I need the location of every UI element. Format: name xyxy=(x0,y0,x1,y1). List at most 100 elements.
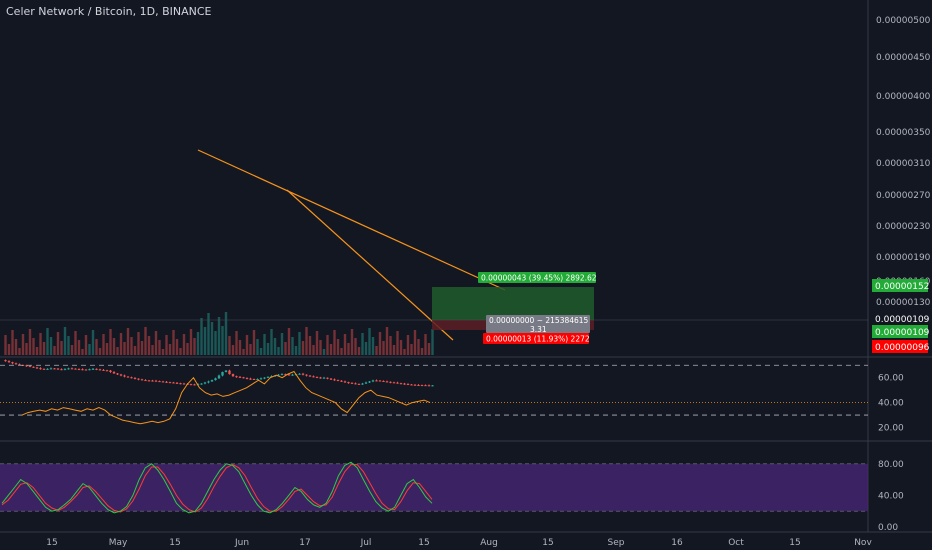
candle-body xyxy=(336,380,340,382)
candle-body xyxy=(56,368,60,370)
price-label-entry: 0.00000109 xyxy=(875,328,930,338)
volume-bar xyxy=(333,330,336,355)
volume-bar xyxy=(172,330,175,355)
volume-bar xyxy=(161,349,165,355)
time-tick-label: 17 xyxy=(299,538,310,548)
price-tick-label: 0.00000350 xyxy=(876,128,931,138)
volume-bar xyxy=(11,330,14,355)
volume-bar xyxy=(126,328,130,355)
price-label-stop-bg xyxy=(872,340,928,353)
candle-body xyxy=(371,380,375,382)
candle-body xyxy=(364,382,368,384)
volume-bar xyxy=(259,348,263,355)
candle-body xyxy=(112,372,116,374)
candle-body xyxy=(284,374,287,376)
candle-body xyxy=(413,384,417,386)
candle-body xyxy=(105,370,109,372)
candle-body xyxy=(266,376,270,378)
candle-body xyxy=(424,385,427,387)
time-tick-label: Nov xyxy=(854,538,872,548)
volume-bar xyxy=(60,341,63,355)
stoch-tick-label: 0.00 xyxy=(878,523,898,533)
candle-body xyxy=(158,381,161,383)
candle-body xyxy=(116,373,119,375)
volume-bar xyxy=(123,342,126,355)
volume-bar xyxy=(375,346,378,355)
candle-body xyxy=(252,379,256,380)
candle-body xyxy=(133,377,137,379)
candle-body xyxy=(319,377,322,379)
candle-body xyxy=(410,384,413,386)
rsi-line xyxy=(21,370,431,425)
candle-body xyxy=(396,382,399,384)
volume-bar xyxy=(25,343,28,355)
volume-bar xyxy=(245,335,249,355)
volume-bar xyxy=(158,340,161,355)
time-tick-label: 15 xyxy=(46,538,57,548)
candle-body xyxy=(259,378,263,380)
candle-body xyxy=(249,378,252,380)
time-tick-label: 16 xyxy=(671,538,683,548)
volume-bar xyxy=(189,329,193,355)
volume-bar xyxy=(151,345,154,355)
price-label-stop: 0.00000096 xyxy=(875,343,930,353)
candle-body xyxy=(172,382,175,384)
neutral-annotation: 0.00000000 ~ 215384615 xyxy=(489,316,589,325)
volume-bar xyxy=(361,333,364,355)
neutral-annotation-bg xyxy=(486,315,590,333)
price-label-target: 0.00000152 xyxy=(875,282,929,292)
volume-bar xyxy=(228,336,231,355)
candle-body xyxy=(60,369,63,371)
volume-bar xyxy=(382,341,385,355)
candle-body xyxy=(63,368,67,370)
candle-body xyxy=(25,365,28,367)
candle-body xyxy=(280,374,284,376)
candle-body xyxy=(88,369,91,371)
volume-bar xyxy=(91,330,95,355)
candle-body xyxy=(350,382,354,384)
candle-body xyxy=(67,368,70,370)
volume-bar xyxy=(305,327,308,355)
candle-body xyxy=(340,380,343,382)
candle-body xyxy=(210,380,214,382)
price-tick-label: 0.00000450 xyxy=(876,53,931,63)
volume-bar xyxy=(77,340,81,355)
time-tick-label: Jul xyxy=(360,538,372,548)
volume-bar xyxy=(427,343,431,355)
candle-body xyxy=(329,378,333,380)
candle-body xyxy=(343,381,347,383)
volume-bar xyxy=(67,336,70,355)
volume-bar xyxy=(165,335,168,355)
volume-bar xyxy=(102,334,105,355)
volume-bar xyxy=(336,339,340,355)
volume-bar xyxy=(7,344,11,355)
volume-bar xyxy=(179,348,182,355)
candle-body xyxy=(301,373,305,375)
volume-bar xyxy=(4,335,7,355)
volume-bar xyxy=(284,342,287,355)
volume-bar xyxy=(343,334,347,355)
volume-bar xyxy=(392,345,396,355)
candle-body xyxy=(126,376,130,378)
candle-body xyxy=(406,384,410,386)
candle-body xyxy=(84,369,88,371)
volume-bar xyxy=(81,349,84,355)
volume-bar xyxy=(291,337,294,355)
volume-bar xyxy=(371,337,375,355)
candle-body xyxy=(420,385,424,387)
candle-body xyxy=(140,379,144,381)
volume-bar xyxy=(210,322,214,355)
candle-body xyxy=(200,383,203,385)
volume-bar xyxy=(214,331,217,355)
candle-body xyxy=(308,375,312,377)
time-tick-label: 15 xyxy=(542,538,553,548)
candle-body xyxy=(322,377,326,379)
volume-bar xyxy=(56,332,60,355)
candle-body xyxy=(182,383,186,385)
volume-bar xyxy=(368,328,371,355)
volume-bar xyxy=(294,346,298,355)
candle-body xyxy=(347,382,350,384)
volume-bar xyxy=(221,326,224,355)
candle-body xyxy=(119,374,123,376)
